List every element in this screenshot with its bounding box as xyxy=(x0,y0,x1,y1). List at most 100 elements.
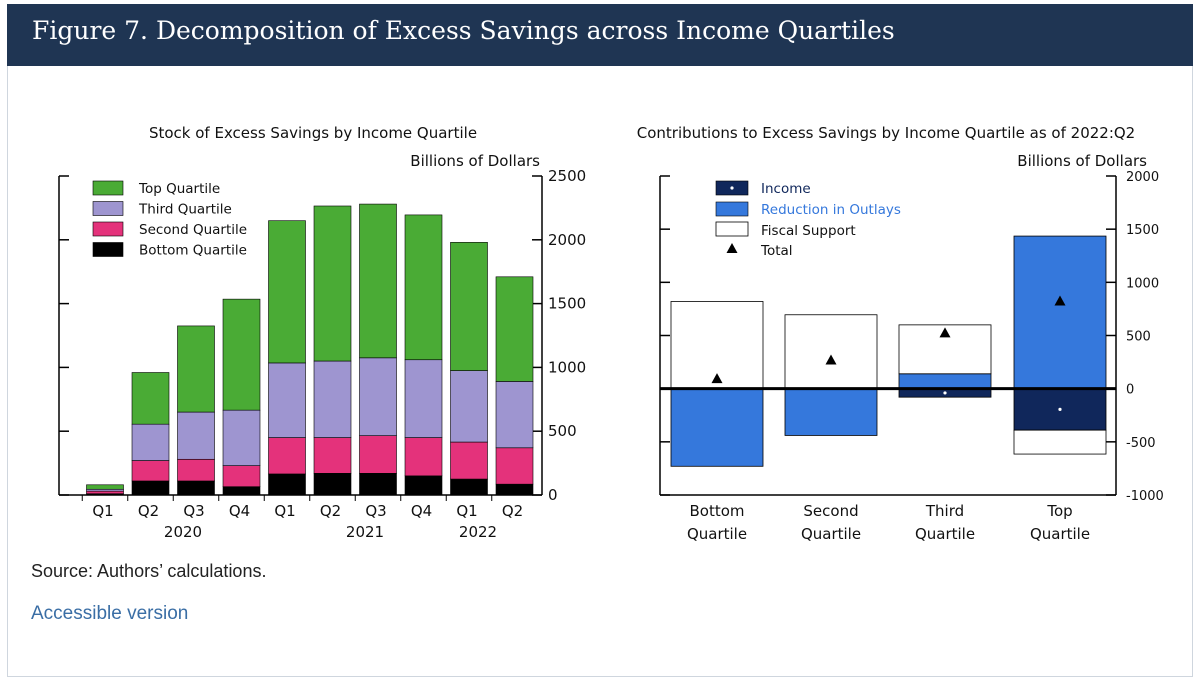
bar-second-quartile xyxy=(495,447,534,485)
legend-label: Income xyxy=(761,181,811,197)
bar-second-quartile xyxy=(450,441,488,480)
total-marker xyxy=(1054,295,1066,306)
bar-third-quartile xyxy=(359,357,397,436)
bar-second-quartile xyxy=(131,460,170,482)
bar-reduction-in-outlays xyxy=(670,388,764,467)
left-x-tick-label: Q4 xyxy=(411,502,432,520)
bar-third-quartile xyxy=(313,360,352,438)
left-chart-ylabel: Billions of Dollars xyxy=(410,152,540,170)
bar-bottom-quartile xyxy=(313,473,352,496)
left-y-tick-label: 2500 xyxy=(548,167,586,185)
bar-top-quartile xyxy=(222,298,261,411)
bar-reduction-in-outlays xyxy=(898,373,992,390)
right-x-tick-label: Quartile xyxy=(801,525,861,543)
legend-label: Reduction in Outlays xyxy=(761,202,901,218)
right-x-tick-label: Third xyxy=(925,502,964,520)
right-x-tick-label: Bottom xyxy=(689,502,744,520)
right-x-tick-label: Quartile xyxy=(687,525,747,543)
bar-second-quartile xyxy=(86,490,124,495)
left-x-tick-label: Q3 xyxy=(183,502,204,520)
total-marker xyxy=(825,354,837,365)
bar-third-quartile xyxy=(495,381,534,449)
legend-swatch-reduction-in-outlays xyxy=(715,201,749,217)
right-chart: -1000 -500 0 500 1000 1500 2000 Bottom Quartile S… xyxy=(659,170,1164,543)
legend-swatch-top-quartile xyxy=(92,180,124,196)
figure-title: Figure 7. Decomposition of Excess Saving… xyxy=(32,16,895,45)
left-y-tick-label: 0 xyxy=(548,486,558,504)
left-x-tick-label: Q3 xyxy=(365,502,386,520)
accessible-version-link[interactable]: Accessible version xyxy=(31,603,189,624)
bar-top-quartile xyxy=(404,214,443,361)
right-y-tick-label: 500 xyxy=(1126,330,1151,345)
bar-third-quartile xyxy=(131,423,170,461)
left-year-label: 2020 xyxy=(164,523,202,541)
bar-fiscal-support xyxy=(784,314,878,390)
right-y-tick-label: 0 xyxy=(1126,383,1134,398)
right-x-tick-label: Quartile xyxy=(1030,525,1090,543)
bar-top-quartile xyxy=(359,203,397,359)
left-chart-title: Stock of Excess Savings by Income Quarti… xyxy=(149,124,477,142)
total-marker xyxy=(939,327,951,338)
right-x-tick-label: Quartile xyxy=(915,525,975,543)
left-y-tick-label: 500 xyxy=(548,422,577,440)
legend-label: Third Quartile xyxy=(138,202,232,218)
bar-top-quartile xyxy=(450,242,488,371)
bar-top-quartile xyxy=(313,205,352,362)
left-x-tick-label: Q2 xyxy=(138,502,159,520)
bar-second-quartile xyxy=(177,458,215,482)
right-chart-ylabel: Billions of Dollars xyxy=(1017,152,1147,170)
source-note: Source: Authors’ calculations. xyxy=(31,561,267,581)
right-y-tick-label: 1500 xyxy=(1126,223,1159,238)
right-y-tick-label: -1000 xyxy=(1126,489,1164,504)
bar-third-quartile xyxy=(404,359,443,438)
legend-income-dot xyxy=(730,186,734,190)
left-year-label: 2021 xyxy=(346,523,384,541)
bar-reduction-in-outlays xyxy=(784,388,878,436)
legend-swatch-bottom-quartile xyxy=(92,242,124,257)
bar-bottom-quartile xyxy=(268,473,306,496)
bar-top-quartile xyxy=(131,372,170,425)
legend-label: Bottom Quartile xyxy=(139,243,247,259)
legend-swatch-third-quartile xyxy=(92,201,124,216)
bar-fiscal-support xyxy=(1013,429,1107,455)
bar-second-quartile xyxy=(222,465,261,488)
legend-swatch-second-quartile xyxy=(92,221,124,237)
total-marker xyxy=(711,373,723,384)
legend-label: Fiscal Support xyxy=(761,223,856,239)
left-x-tick-label: Q1 xyxy=(92,502,113,520)
left-x-tick-label: Q2 xyxy=(320,502,341,520)
bar-third-quartile xyxy=(177,411,215,460)
bar-top-quartile xyxy=(268,220,306,364)
bar-bottom-quartile xyxy=(495,483,534,496)
bar-bottom-quartile xyxy=(222,486,261,496)
bar-top-quartile xyxy=(86,484,124,490)
left-chart: 0 500 1000 1500 2000 2500 Q1 Q2 Q3 Q4 Q1 Q2 Q3 Q4 Q1 Q2… xyxy=(58,167,586,541)
right-y-tick-label: 1000 xyxy=(1126,276,1159,291)
bar-bottom-quartile xyxy=(404,475,443,496)
legend-label: Second Quartile xyxy=(139,222,247,238)
bar-top-quartile xyxy=(495,276,534,382)
bar-second-quartile xyxy=(404,437,443,477)
bar-bottom-quartile xyxy=(450,478,488,496)
bar-top-quartile xyxy=(177,325,215,413)
bar-third-quartile xyxy=(268,362,306,438)
legend-swatch-fiscal-support xyxy=(715,221,749,237)
left-year-label: 2022 xyxy=(459,523,497,541)
bar-second-quartile xyxy=(313,437,352,474)
bar-bottom-quartile xyxy=(359,473,397,496)
bar-reduction-in-outlays xyxy=(1013,235,1107,390)
income-dot xyxy=(1058,407,1062,412)
bar-second-quartile xyxy=(359,435,397,474)
bar-second-quartile xyxy=(268,437,306,475)
left-x-tick-label: Q1 xyxy=(456,502,477,520)
right-chart-title: Contributions to Excess Savings by Incom… xyxy=(637,124,1135,142)
left-y-tick-label: 2000 xyxy=(548,231,586,249)
left-x-tick-label: Q4 xyxy=(229,502,250,520)
income-dot xyxy=(943,391,947,395)
left-y-tick-label: 1000 xyxy=(548,358,586,376)
legend-label: Total xyxy=(760,243,793,259)
right-x-tick-label: Top xyxy=(1046,502,1072,520)
left-y-tick-label: 1500 xyxy=(548,295,586,313)
bar-third-quartile xyxy=(450,370,488,443)
